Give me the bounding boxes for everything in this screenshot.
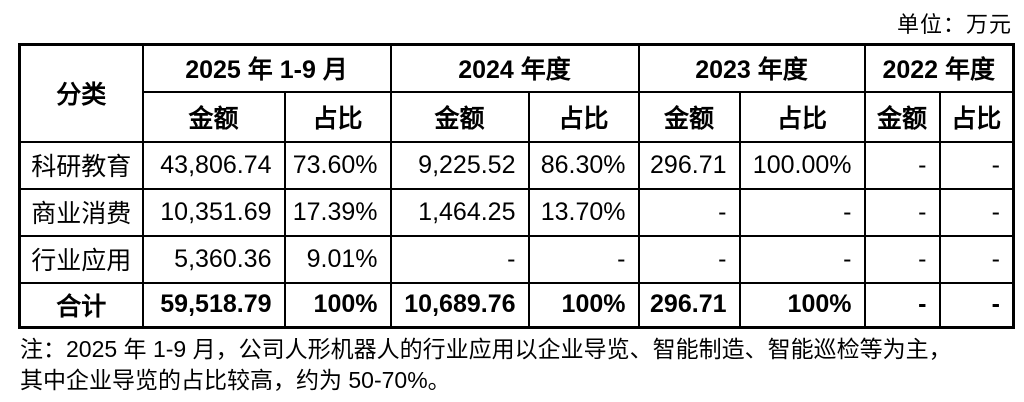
cell-ratio: - bbox=[938, 281, 1015, 329]
cell-amount: - bbox=[389, 234, 530, 284]
row-category: 合计 bbox=[18, 281, 144, 329]
cell-amount: - bbox=[863, 281, 941, 329]
cell-amount: 296.71 bbox=[637, 281, 741, 329]
cell-amount: 9,225.52 bbox=[389, 140, 530, 190]
header-period-2025: 2025 年 1-9 月 bbox=[141, 43, 392, 93]
header-amount-2025: 金额 bbox=[141, 90, 286, 143]
cell-amount: 1,464.25 bbox=[389, 187, 530, 237]
header-category: 分类 bbox=[18, 43, 144, 143]
unit-label: 单位：万元 bbox=[896, 12, 1012, 37]
cell-ratio: 9.01% bbox=[283, 234, 392, 284]
cell-amount: 296.71 bbox=[637, 140, 741, 190]
cell-amount: - bbox=[637, 187, 741, 237]
header-ratio-2024: 占比 bbox=[527, 90, 640, 143]
header-period-2023: 2023 年度 bbox=[637, 43, 866, 93]
footnote-line-2: 其中企业导览的占比较高，约为 50-70%。 bbox=[20, 367, 451, 393]
cell-amount: 43,806.74 bbox=[141, 140, 286, 190]
cell-ratio: 13.70% bbox=[527, 187, 640, 237]
table-row-industry-application: 行业应用 5,360.36 9.01% - - - - - - bbox=[18, 234, 1015, 284]
header-ratio-2025: 占比 bbox=[283, 90, 392, 143]
cell-ratio: 100% bbox=[738, 281, 866, 329]
cell-amount: 10,689.76 bbox=[389, 281, 530, 329]
cell-ratio: - bbox=[527, 234, 640, 284]
footnote: 注：2025 年 1-9 月，公司人形机器人的行业应用以企业导览、智能制造、智能… bbox=[20, 334, 952, 396]
table-row-total: 合计 59,518.79 100% 10,689.76 100% 296.71 … bbox=[18, 281, 1015, 329]
header-amount-2023: 金额 bbox=[637, 90, 741, 143]
header-ratio-2022: 占比 bbox=[938, 90, 1015, 143]
cell-ratio: - bbox=[938, 187, 1015, 237]
cell-ratio: - bbox=[738, 234, 866, 284]
header-period-2022: 2022 年度 bbox=[863, 43, 1015, 93]
row-category: 商业消费 bbox=[18, 187, 144, 237]
cell-ratio: - bbox=[738, 187, 866, 237]
table-row-research-education: 科研教育 43,806.74 73.60% 9,225.52 86.30% 29… bbox=[18, 140, 1015, 190]
row-category: 行业应用 bbox=[18, 234, 144, 284]
revenue-breakdown-table: 分类 2025 年 1-9 月 2024 年度 2023 年度 2022 年度 … bbox=[18, 43, 1015, 329]
row-category: 科研教育 bbox=[18, 140, 144, 190]
table-header-row-periods: 分类 2025 年 1-9 月 2024 年度 2023 年度 2022 年度 bbox=[18, 43, 1015, 143]
table-row-commercial-consumer: 商业消费 10,351.69 17.39% 1,464.25 13.70% - … bbox=[18, 187, 1015, 237]
cell-amount: 59,518.79 bbox=[141, 281, 286, 329]
header-ratio-2023: 占比 bbox=[738, 90, 866, 143]
cell-ratio: 17.39% bbox=[283, 187, 392, 237]
cell-ratio: 100.00% bbox=[738, 140, 866, 190]
cell-amount: - bbox=[637, 234, 741, 284]
cell-ratio: 73.60% bbox=[283, 140, 392, 190]
header-period-2024: 2024 年度 bbox=[389, 43, 640, 93]
cell-ratio: - bbox=[938, 234, 1015, 284]
cell-amount: - bbox=[863, 187, 941, 237]
cell-amount: - bbox=[863, 234, 941, 284]
cell-amount: - bbox=[863, 140, 941, 190]
footnote-line-1: 注：2025 年 1-9 月，公司人形机器人的行业应用以企业导览、智能制造、智能… bbox=[20, 336, 952, 362]
cell-amount: 5,360.36 bbox=[141, 234, 286, 284]
header-amount-2024: 金额 bbox=[389, 90, 530, 143]
cell-amount: 10,351.69 bbox=[141, 187, 286, 237]
cell-ratio: 100% bbox=[527, 281, 640, 329]
table-header-row-measures: 金额 占比 金额 占比 金额 占比 金额 占比 bbox=[20, 90, 1015, 143]
cell-ratio: 100% bbox=[283, 281, 392, 329]
cell-ratio: 86.30% bbox=[527, 140, 640, 190]
cell-ratio: - bbox=[938, 140, 1015, 190]
header-amount-2022: 金额 bbox=[863, 90, 941, 143]
